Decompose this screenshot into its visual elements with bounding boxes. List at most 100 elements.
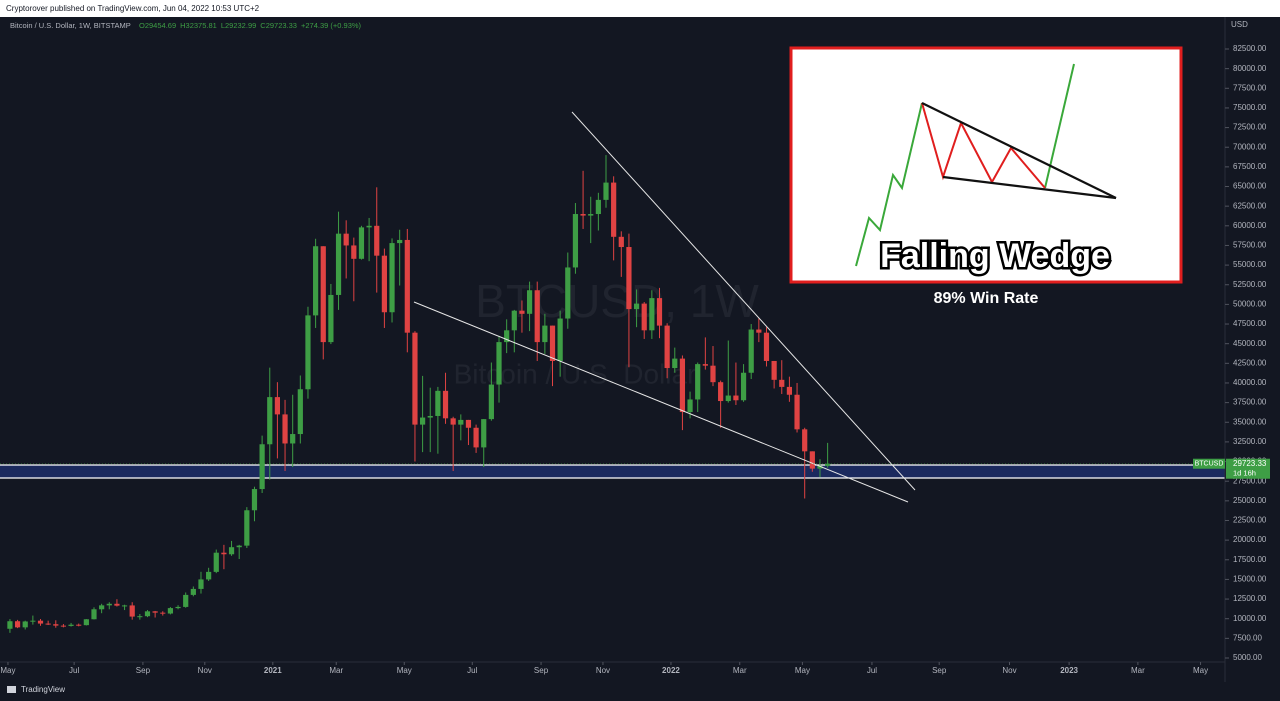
candle-body [450, 418, 456, 425]
y-tick-label: 27500.00 [1233, 476, 1267, 485]
price-tag-label: 29723.33 [1233, 459, 1267, 468]
zigzag [921, 102, 1046, 189]
candle-body [618, 236, 624, 248]
candle-body [99, 605, 105, 610]
candle-body [664, 325, 670, 369]
support-zone [0, 465, 1225, 478]
x-tick-label: Mar [733, 666, 747, 675]
inset-frame [789, 46, 1183, 284]
candle-body [687, 399, 693, 413]
x-tick-label: Nov [596, 666, 610, 675]
y-tick-label: 50000.00 [1233, 299, 1267, 308]
header-bar [0, 0, 1280, 17]
inset: Falling Wedge 89% Win Rate [789, 46, 1183, 307]
inset-title: Falling Wedge [880, 237, 1110, 275]
candle-body [465, 419, 472, 428]
inset-caption: 89% Win Rate [934, 290, 1039, 307]
x-tick-label: May [0, 666, 15, 675]
y-tick-label: 57500.00 [1233, 241, 1267, 250]
candle-body [763, 332, 770, 361]
candle-body [198, 579, 204, 589]
logo [7, 686, 16, 693]
footer [0, 682, 1280, 701]
x-tick-label: May [1193, 666, 1208, 675]
y-tick-label: 67500.00 [1233, 162, 1267, 171]
candle-body [756, 329, 762, 333]
candle-body [313, 246, 319, 316]
x-tick-label: 2022 [662, 666, 680, 675]
candle-body [419, 417, 426, 425]
candle-body [22, 621, 28, 628]
candle-body [190, 588, 196, 595]
candle-body [160, 612, 166, 614]
y-tick-label: 42500.00 [1233, 358, 1267, 367]
candle-body [649, 298, 655, 331]
candle-body [672, 358, 678, 369]
candle-body [481, 419, 487, 448]
candle-body [809, 451, 815, 469]
candle-body [786, 386, 793, 395]
y-tick-label: 77500.00 [1233, 83, 1267, 92]
candle-body [206, 571, 212, 580]
y-tick-label: 75000.00 [1233, 103, 1267, 112]
x-tick-label: Mar [329, 666, 343, 675]
trend-line [571, 111, 916, 491]
x-tick-label: May [397, 666, 412, 675]
candle-body [91, 609, 97, 620]
y-tick-label: 7500.00 [1233, 633, 1262, 642]
watermark: BTCUSD, 1W [475, 275, 759, 327]
trend-line [413, 301, 909, 503]
candle-body [366, 225, 372, 228]
y-tick-label: 12500.00 [1233, 594, 1267, 603]
candle-body [611, 182, 617, 237]
candle-body [144, 611, 151, 617]
uptrend [855, 102, 923, 267]
x-axis: May Jul Sep Nov 2021 Mar May Jul Sep Nov 2022 Mar Ma… [0, 662, 1208, 675]
price-axis [1225, 17, 1280, 682]
candle-body [718, 382, 724, 402]
candle-body [274, 397, 281, 415]
candle-body [458, 419, 464, 425]
y-tick-label: 55000.00 [1233, 260, 1267, 269]
candle-body [320, 246, 326, 343]
candle-body [825, 463, 831, 466]
candle-body [435, 390, 441, 416]
candle-body [557, 318, 563, 361]
x-tick-label: Jul [69, 666, 79, 675]
candle-body [282, 414, 288, 444]
candle-body [488, 384, 494, 420]
candle-body [412, 332, 418, 425]
publisher: Cryptorover published on TradingView.com… [6, 4, 260, 13]
candle-body [351, 245, 357, 259]
candle-body [121, 605, 128, 607]
ohlc-value: C29723.33 [260, 21, 297, 30]
candle-body [30, 620, 36, 622]
candle-body [504, 330, 510, 343]
candle-body [114, 603, 120, 606]
y-tick-label: 40000.00 [1233, 378, 1267, 387]
candles [7, 155, 831, 633]
candle-body [381, 255, 387, 313]
candle-body [519, 310, 525, 314]
countdown: 1d 16h [1233, 469, 1256, 478]
brand: TradingView [21, 685, 65, 694]
candle-body [228, 547, 235, 555]
y-tick-label: 72500.00 [1233, 123, 1267, 132]
candle-body [221, 552, 227, 555]
candle-body [779, 379, 785, 387]
y-tick-label: 47500.00 [1233, 319, 1267, 328]
y-tick-label: 70000.00 [1233, 142, 1267, 151]
candle-body [129, 605, 135, 617]
x-tick-label: May [795, 666, 810, 675]
candle-body [588, 214, 594, 216]
candle-body [76, 624, 82, 626]
y-tick-label: 37500.00 [1233, 398, 1267, 407]
y-tick-label: 22500.00 [1233, 516, 1267, 525]
candle-body [267, 397, 273, 445]
price-tag [1226, 458, 1270, 479]
candle-body [565, 267, 571, 319]
candle-body [534, 290, 540, 343]
candle-body [14, 621, 21, 628]
